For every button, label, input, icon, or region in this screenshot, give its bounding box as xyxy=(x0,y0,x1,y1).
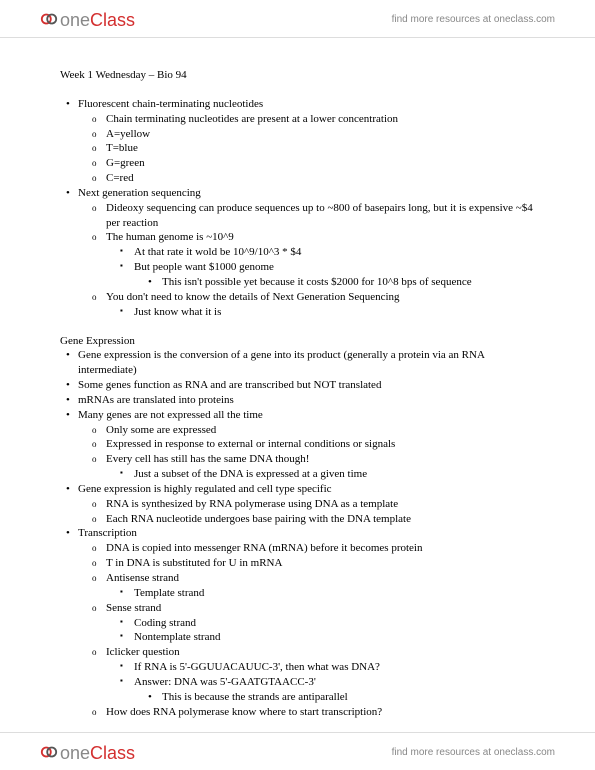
list-item: C=red xyxy=(78,171,535,186)
list-item: How does RNA polymerase know where to st… xyxy=(78,705,535,720)
brand-logo: oneClass xyxy=(40,741,135,764)
item-text: Answer: DNA was 5'-GAATGTAACC-3' xyxy=(134,676,316,688)
document-body: Week 1 Wednesday – Bio 94 Fluorescent ch… xyxy=(0,38,595,729)
item-text: Some genes function as RNA and are trans… xyxy=(78,379,381,391)
list-item: But people want $1000 genome This isn't … xyxy=(106,260,535,290)
list-item: Next generation sequencing Dideoxy seque… xyxy=(60,186,535,320)
item-text: A=yellow xyxy=(106,128,150,140)
header-tagline: find more resources at oneclass.com xyxy=(392,14,555,25)
logo-text-class: Class xyxy=(90,10,135,31)
item-text: mRNAs are translated into proteins xyxy=(78,394,234,406)
item-text: Gene expression is the conversion of a g… xyxy=(78,349,484,376)
item-text: Gene expression is highly regulated and … xyxy=(78,483,332,495)
section-heading: Gene Expression xyxy=(60,334,535,349)
item-text: T in DNA is substituted for U in mRNA xyxy=(106,557,282,569)
list-item: Gene expression is the conversion of a g… xyxy=(60,348,535,378)
logo-rings-icon xyxy=(40,10,58,28)
logo-text-one: one xyxy=(60,743,90,764)
list-item: Dideoxy sequencing can produce sequences… xyxy=(78,201,535,231)
list-item: G=green xyxy=(78,156,535,171)
item-text: RNA is synthesized by RNA polymerase usi… xyxy=(106,498,398,510)
item-text: You don't need to know the details of Ne… xyxy=(106,291,400,303)
list-item: This isn't possible yet because it costs… xyxy=(134,275,535,290)
item-text: Every cell has still has the same DNA th… xyxy=(106,453,309,465)
list-item: T=blue xyxy=(78,141,535,156)
list-item: Antisense strand Template strand xyxy=(78,571,535,601)
page-title: Week 1 Wednesday – Bio 94 xyxy=(60,68,535,83)
list-item: Transcription DNA is copied into messeng… xyxy=(60,526,535,719)
list-item: A=yellow xyxy=(78,127,535,142)
list-item: The human genome is ~10^9 At that rate i… xyxy=(78,230,535,289)
logo-text-class: Class xyxy=(90,743,135,764)
list-item: Only some are expressed xyxy=(78,423,535,438)
list-item: DNA is copied into messenger RNA (mRNA) … xyxy=(78,541,535,556)
list-item: Some genes function as RNA and are trans… xyxy=(60,378,535,393)
item-text: This isn't possible yet because it costs… xyxy=(162,276,472,288)
list-item: This is because the strands are antipara… xyxy=(134,690,535,705)
item-text: Many genes are not expressed all the tim… xyxy=(78,409,263,421)
item-text: But people want $1000 genome xyxy=(134,261,274,273)
item-text: Fluorescent chain-terminating nucleotide… xyxy=(78,98,263,110)
list-item: Many genes are not expressed all the tim… xyxy=(60,408,535,482)
item-text: C=red xyxy=(106,172,134,184)
item-text: At that rate it wold be 10^9/10^3 * $4 xyxy=(134,246,301,258)
list-item: mRNAs are translated into proteins xyxy=(60,393,535,408)
item-text: Chain terminating nucleotides are presen… xyxy=(106,113,398,125)
item-text: Expressed in response to external or int… xyxy=(106,438,395,450)
list-item: Fluorescent chain-terminating nucleotide… xyxy=(60,97,535,186)
item-text: T=blue xyxy=(106,142,138,154)
list-item: If RNA is 5'-GGUUACAUUC-3', then what wa… xyxy=(106,660,535,675)
list-item: Expressed in response to external or int… xyxy=(78,437,535,452)
logo-rings-icon xyxy=(40,743,58,761)
item-text: Nontemplate strand xyxy=(134,631,220,643)
brand-logo: oneClass xyxy=(40,8,135,31)
item-text: Only some are expressed xyxy=(106,424,216,436)
item-text: This is because the strands are antipara… xyxy=(162,691,348,703)
footer-tagline: find more resources at oneclass.com xyxy=(392,747,555,758)
logo-text-one: one xyxy=(60,10,90,31)
list-item: Just know what it is xyxy=(106,305,535,320)
item-text: Next generation sequencing xyxy=(78,187,201,199)
page-footer: oneClass find more resources at oneclass… xyxy=(0,732,595,770)
item-text: Coding strand xyxy=(134,617,196,629)
list-item: T in DNA is substituted for U in mRNA xyxy=(78,556,535,571)
outline-list: Fluorescent chain-terminating nucleotide… xyxy=(60,97,535,320)
item-text: Just know what it is xyxy=(134,306,221,318)
list-item: Sense strand Coding strand Nontemplate s… xyxy=(78,601,535,646)
page-header: oneClass find more resources at oneclass… xyxy=(0,0,595,38)
list-item: Nontemplate strand xyxy=(106,630,535,645)
item-text: The human genome is ~10^9 xyxy=(106,231,234,243)
item-text: Sense strand xyxy=(106,602,161,614)
list-item: Gene expression is highly regulated and … xyxy=(60,482,535,527)
item-text: Transcription xyxy=(78,527,137,539)
list-item: You don't need to know the details of Ne… xyxy=(78,290,535,320)
list-item: Just a subset of the DNA is expressed at… xyxy=(106,467,535,482)
item-text: If RNA is 5'-GGUUACAUUC-3', then what wa… xyxy=(134,661,380,673)
list-item: Coding strand xyxy=(106,616,535,631)
item-text: DNA is copied into messenger RNA (mRNA) … xyxy=(106,542,423,554)
list-item: Chain terminating nucleotides are presen… xyxy=(78,112,535,127)
list-item: Template strand xyxy=(106,586,535,601)
item-text: G=green xyxy=(106,157,145,169)
list-item: Iclicker question If RNA is 5'-GGUUACAUU… xyxy=(78,645,535,704)
item-text: How does RNA polymerase know where to st… xyxy=(106,706,382,718)
item-text: Antisense strand xyxy=(106,572,179,584)
item-text: Dideoxy sequencing can produce sequences… xyxy=(106,202,533,229)
item-text: Each RNA nucleotide undergoes base pairi… xyxy=(106,513,411,525)
list-item: Every cell has still has the same DNA th… xyxy=(78,452,535,482)
list-item: Answer: DNA was 5'-GAATGTAACC-3' This is… xyxy=(106,675,535,705)
item-text: Just a subset of the DNA is expressed at… xyxy=(134,468,367,480)
item-text: Iclicker question xyxy=(106,646,180,658)
list-item: RNA is synthesized by RNA polymerase usi… xyxy=(78,497,535,512)
list-item: Each RNA nucleotide undergoes base pairi… xyxy=(78,512,535,527)
item-text: Template strand xyxy=(134,587,204,599)
outline-list: Gene expression is the conversion of a g… xyxy=(60,348,535,719)
list-item: At that rate it wold be 10^9/10^3 * $4 xyxy=(106,245,535,260)
